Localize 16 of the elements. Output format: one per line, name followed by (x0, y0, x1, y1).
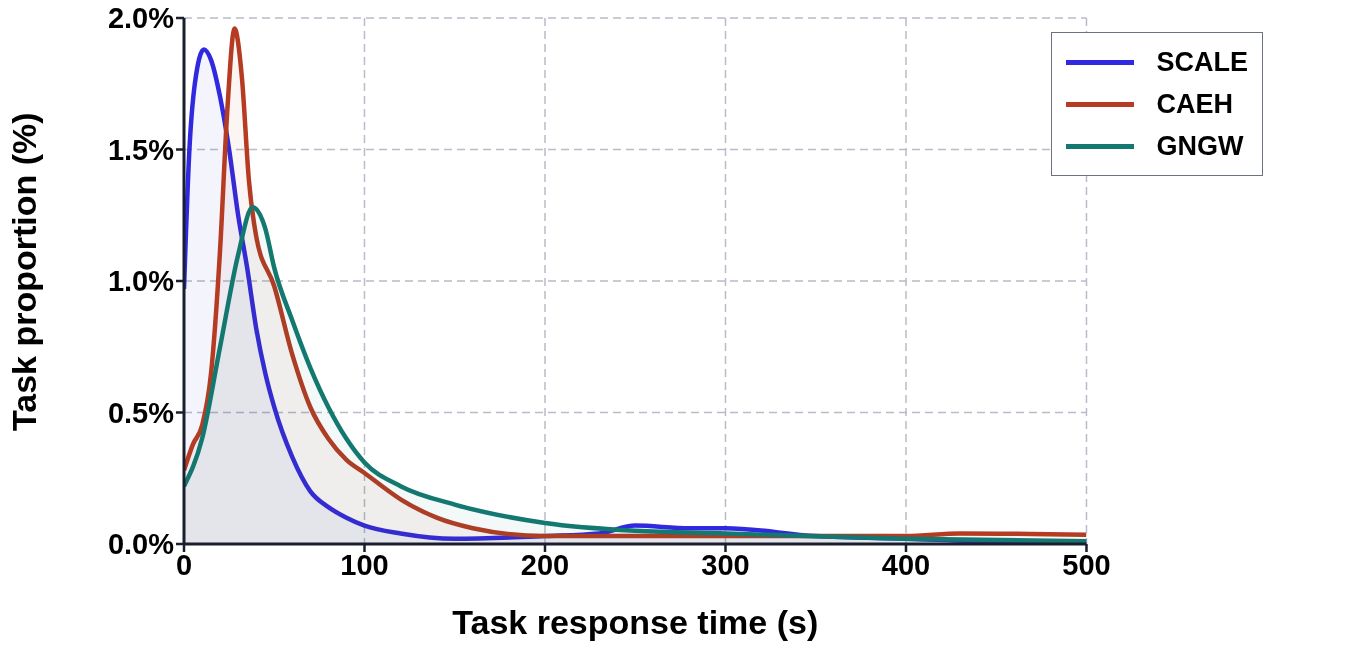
x-tick-label: 200 (520, 548, 570, 581)
legend-label: SCALE (1156, 46, 1248, 78)
x-tick-label: 0 (175, 548, 193, 581)
y-tick-label: 1.0% (107, 265, 175, 298)
legend-label: CAEH (1156, 88, 1233, 120)
y-tick-label: 1.5% (107, 133, 175, 166)
x-tick-label: 100 (340, 548, 389, 581)
y-tick-label: 2.0% (107, 2, 175, 35)
y-tick-label: 0.0% (107, 528, 175, 561)
y-axis-title: Task proportion (%) (5, 112, 44, 431)
x-axis-title: Task response time (s) (452, 603, 819, 641)
x-tick-label: 500 (1062, 548, 1111, 581)
x-tick-label: 300 (701, 548, 750, 581)
y-tick-label: 0.5% (107, 396, 175, 429)
x-tick-label: 400 (881, 548, 931, 581)
legend-label: GNGW (1156, 130, 1244, 162)
